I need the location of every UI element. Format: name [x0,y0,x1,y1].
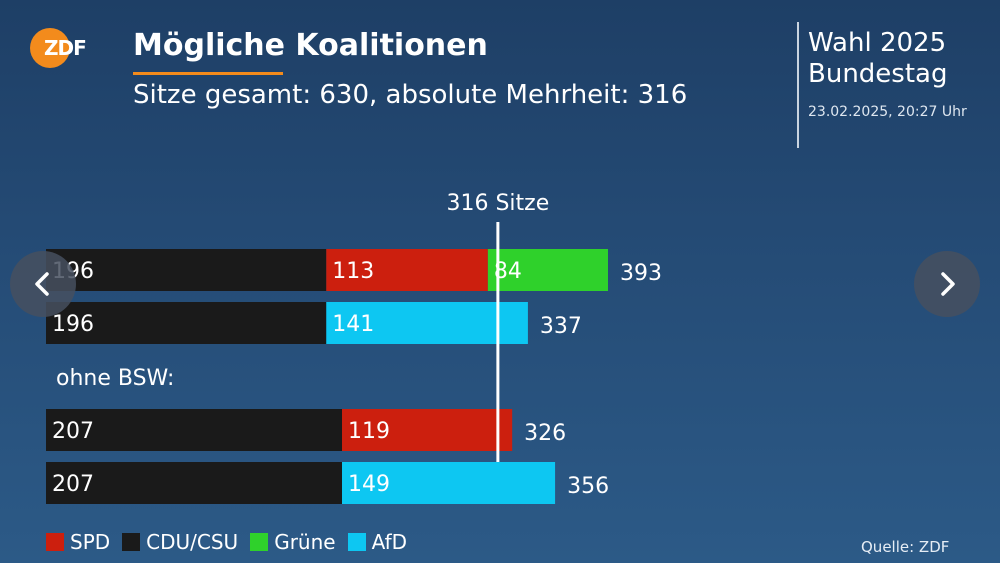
legend-label: SPD [70,530,111,554]
segment-label: 149 [348,472,390,497]
bar-segment-cducsu [46,302,327,344]
legend: SPD CDU/CSU Grüne AfD [46,530,419,554]
segment-label: 141 [332,312,374,337]
timestamp: 23.02.2025, 20:27 Uhr [808,104,967,120]
previous-button[interactable] [10,251,76,317]
election-label: Wahl 2025 Bundestag [808,28,947,90]
chart-title: Mögliche Koalitionen [133,28,488,63]
bar-segment-spd [342,409,513,451]
title-underline [133,72,283,75]
chevron-left-icon [35,272,49,296]
election-name: Wahl 2025 [808,28,947,58]
legend-label: Grüne [274,530,336,554]
bar-segment-cducsu [46,249,327,291]
bar-segment-grüne [487,249,608,291]
legend-swatch [122,533,141,551]
chevron-right-icon [941,272,955,296]
total-label: 356 [567,474,609,499]
segment-label: 196 [52,312,94,337]
header-divider [797,22,799,148]
segment-label: 207 [52,419,94,444]
segment-label: 119 [348,419,390,444]
bar-segment-spd [326,249,488,291]
bar-segment-afd [342,462,556,504]
bar-segment-cducsu [46,409,343,451]
group-label: ohne BSW: [56,366,175,391]
legend-item-cdu-csu: CDU/CSU [122,530,238,554]
election-body: Bundestag [808,59,948,89]
total-label: 337 [540,314,582,339]
zdf-logo [30,28,70,68]
total-label: 326 [524,421,566,446]
zdf-logo-text: ZDF [44,36,87,60]
legend-swatch [347,533,366,551]
legend-swatch [46,533,64,551]
legend-item-gruene: Grüne [250,530,336,554]
legend-label: AfD [371,530,408,554]
segment-label: 113 [332,259,374,284]
bar-segment-afd [326,302,528,344]
next-button[interactable] [914,251,980,317]
source-note: Quelle: ZDF [861,538,950,556]
legend-swatch [250,533,269,551]
legend-label: CDU/CSU [146,530,239,554]
threshold-label: 316 Sitze [446,191,549,216]
legend-item-afd: AfD [347,530,408,554]
chart-subtitle: Sitze gesamt: 630, absolute Mehrheit: 31… [133,80,688,110]
segment-label: 207 [52,472,94,497]
legend-item-spd: SPD [46,530,110,554]
total-label: 393 [620,261,662,286]
bar-segment-cducsu [46,462,343,504]
